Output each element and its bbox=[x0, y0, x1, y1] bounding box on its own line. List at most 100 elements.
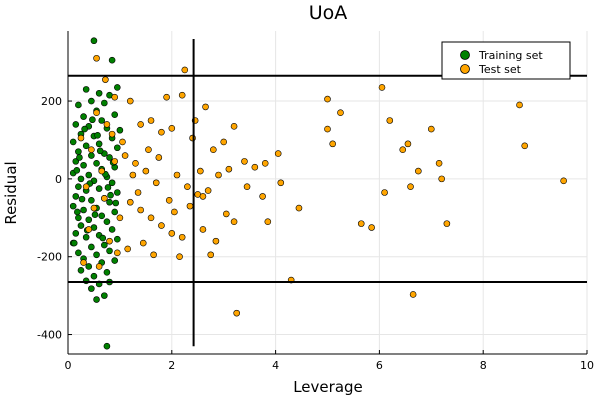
point-test-set bbox=[199, 226, 207, 233]
point-training-set bbox=[95, 185, 103, 192]
point-training-set bbox=[90, 37, 98, 45]
point-test-set bbox=[114, 249, 121, 257]
legend-label-training-set: Training set bbox=[478, 49, 543, 62]
point-training-set bbox=[90, 272, 98, 280]
grid bbox=[67, 31, 588, 354]
point-test-set bbox=[168, 124, 176, 132]
point-training-set bbox=[111, 208, 119, 216]
point-test-set bbox=[443, 220, 451, 227]
point-test-set bbox=[329, 140, 336, 148]
point-training-set bbox=[101, 99, 108, 107]
point-training-set bbox=[75, 214, 82, 222]
y-tick-label: 0 bbox=[55, 173, 62, 186]
point-test-set bbox=[119, 138, 126, 146]
point-test-set bbox=[215, 171, 222, 179]
point-test-set bbox=[129, 171, 137, 179]
point-test-set bbox=[261, 160, 269, 167]
plot-frame bbox=[67, 31, 587, 355]
point-test-set bbox=[147, 214, 155, 222]
point-test-set bbox=[207, 251, 215, 259]
point-training-set bbox=[107, 191, 114, 199]
point-test-set bbox=[407, 183, 414, 190]
point-test-set bbox=[560, 177, 567, 185]
point-training-set bbox=[104, 184, 112, 191]
point-test-set bbox=[124, 245, 131, 253]
point-test-set bbox=[111, 158, 119, 165]
point-test-set bbox=[438, 175, 445, 183]
legend-marker-test-set bbox=[460, 64, 470, 74]
point-test-set bbox=[155, 154, 163, 161]
point-test-set bbox=[189, 134, 196, 142]
point-training-set bbox=[103, 268, 111, 276]
point-test-set bbox=[95, 263, 103, 270]
point-test-set bbox=[230, 218, 238, 225]
point-test-set bbox=[85, 226, 93, 233]
point-training-set bbox=[75, 101, 82, 109]
point-training-set bbox=[81, 125, 88, 133]
point-test-set bbox=[116, 214, 124, 222]
point-test-set bbox=[233, 309, 240, 317]
point-test-set bbox=[409, 291, 417, 298]
point-test-set bbox=[324, 95, 331, 103]
point-training-set bbox=[111, 257, 119, 264]
point-training-set bbox=[77, 175, 85, 183]
point-training-set bbox=[88, 285, 95, 292]
point-training-set bbox=[101, 292, 108, 299]
point-test-set bbox=[337, 109, 344, 117]
point-test-set bbox=[199, 193, 207, 200]
point-training-set bbox=[72, 193, 80, 200]
point-training-set bbox=[75, 249, 82, 257]
y-tick-label: 200 bbox=[41, 95, 62, 108]
point-training-set bbox=[112, 199, 120, 207]
point-training-set bbox=[103, 218, 111, 225]
point-training-set bbox=[73, 167, 81, 174]
point-test-set bbox=[111, 93, 119, 101]
point-training-set bbox=[108, 179, 116, 187]
point-test-set bbox=[98, 167, 106, 175]
point-test-set bbox=[178, 91, 186, 99]
point-test-set bbox=[150, 251, 157, 259]
point-training-set bbox=[75, 148, 82, 155]
point-test-set bbox=[277, 179, 285, 187]
point-test-set bbox=[186, 202, 194, 210]
point-test-set bbox=[295, 204, 303, 212]
point-test-set bbox=[171, 208, 178, 216]
point-test-set bbox=[103, 121, 111, 128]
point-test-set bbox=[126, 97, 134, 105]
point-test-set bbox=[435, 160, 443, 167]
point-training-set bbox=[111, 111, 119, 118]
point-training-set bbox=[94, 131, 101, 139]
point-test-set bbox=[152, 179, 160, 187]
y-tick-label: -400 bbox=[37, 329, 62, 342]
point-training-set bbox=[76, 154, 83, 161]
point-training-set bbox=[77, 267, 85, 274]
point-test-set bbox=[158, 128, 165, 136]
point-training-set bbox=[85, 216, 93, 224]
point-test-set bbox=[202, 103, 209, 111]
point-training-set bbox=[89, 116, 96, 124]
point-training-set bbox=[85, 263, 93, 270]
point-training-set bbox=[88, 152, 95, 159]
point-test-set bbox=[427, 125, 435, 133]
point-training-set bbox=[78, 195, 86, 203]
point-test-set bbox=[399, 146, 407, 153]
point-test-set bbox=[259, 193, 266, 200]
point-test-set bbox=[106, 237, 113, 245]
point-training-set bbox=[91, 211, 99, 218]
point-training-set bbox=[72, 121, 80, 128]
x-axis-label: Leverage bbox=[293, 378, 363, 396]
point-test-set bbox=[212, 237, 220, 245]
point-test-set bbox=[251, 163, 259, 171]
point-test-set bbox=[147, 117, 155, 124]
point-test-set bbox=[101, 195, 108, 202]
point-training-set bbox=[106, 247, 113, 255]
point-test-set bbox=[176, 253, 183, 261]
point-training-set bbox=[69, 202, 77, 210]
point-test-set bbox=[173, 171, 181, 179]
point-training-set bbox=[95, 89, 103, 97]
point-test-set bbox=[222, 210, 230, 218]
data-points bbox=[69, 37, 567, 350]
point-training-set bbox=[116, 126, 124, 134]
point-training-set bbox=[93, 160, 100, 167]
chart-title: UoA bbox=[309, 2, 348, 24]
